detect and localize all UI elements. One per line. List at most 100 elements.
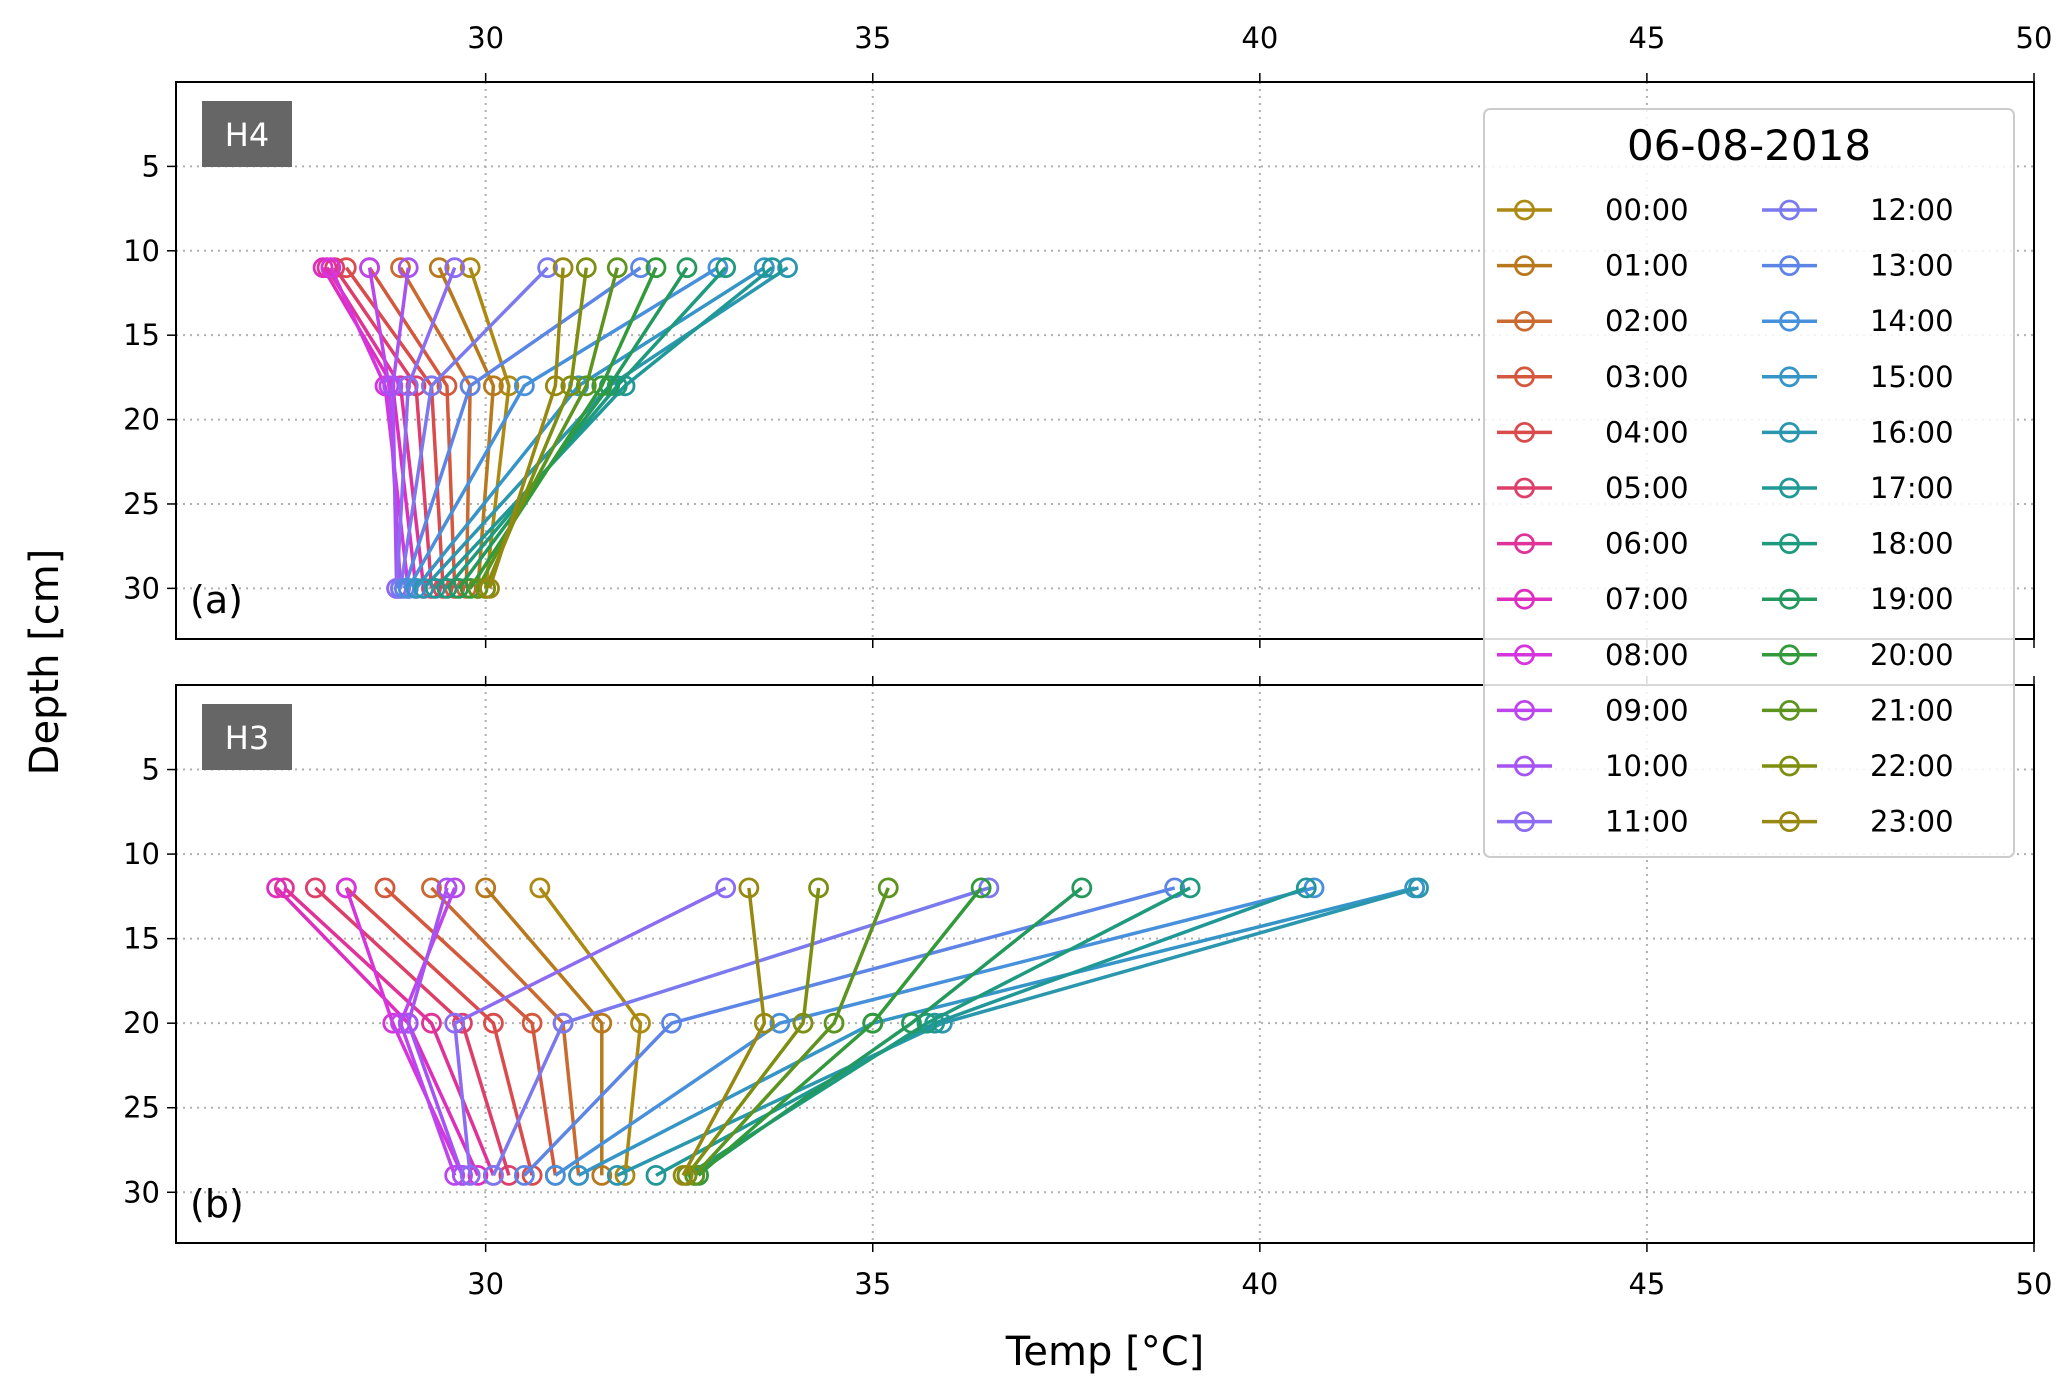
data-point: [606, 257, 628, 279]
legend-label: 06:00: [1605, 527, 1689, 561]
legend-marker-icon: [1514, 477, 1535, 499]
legend-marker-icon: [1514, 644, 1535, 666]
series-line: [693, 887, 890, 1177]
data-point: [808, 877, 829, 899]
data-point: [498, 375, 520, 397]
series-line: [368, 266, 457, 589]
y-tick-label: 15: [123, 922, 160, 956]
legend-entry: 11:00: [1497, 805, 1689, 839]
data-point: [459, 1164, 481, 1186]
legend-label: 05:00: [1605, 471, 1689, 505]
series-2100: [467, 257, 628, 599]
legend-entry: 13:00: [1762, 249, 1954, 283]
data-point: [424, 577, 446, 599]
data-point: [397, 1012, 419, 1034]
legend-label: 03:00: [1605, 360, 1689, 394]
legend-marker-icon: [1779, 199, 1800, 221]
data-point: [513, 375, 535, 397]
series-line: [491, 886, 990, 1177]
legend-entry: 19:00: [1762, 582, 1954, 616]
series-line: [697, 886, 983, 1177]
y-tick-label: 10: [123, 234, 160, 268]
data-point: [1408, 877, 1429, 899]
data-point: [266, 877, 288, 899]
legend-marker-icon: [1514, 421, 1535, 443]
data-point: [715, 877, 737, 899]
legend-label: 20:00: [1870, 638, 1954, 672]
legend-entry: 03:00: [1497, 360, 1689, 394]
series-1400: [544, 877, 1325, 1186]
x-tick-label-top: 35: [854, 21, 891, 55]
y-axis-label: Depth [cm]: [22, 549, 68, 776]
data-point: [452, 1164, 473, 1186]
series-1600: [606, 877, 1429, 1186]
y-tick-label: 5: [142, 149, 160, 183]
panel-tag: (a): [190, 578, 243, 622]
legend-entry: 06:00: [1497, 527, 1689, 561]
y-tick-label: 10: [123, 837, 160, 871]
data-point: [645, 257, 667, 279]
series-line: [398, 266, 549, 589]
data-point: [645, 1164, 667, 1186]
series-line: [681, 887, 767, 1177]
panel-id-box: [202, 704, 292, 770]
data-point: [479, 577, 500, 599]
legend-title: 06-08-2018: [1627, 121, 1871, 170]
data-point: [575, 257, 597, 279]
data-point: [568, 1164, 589, 1186]
data-point: [459, 375, 481, 397]
series-line: [693, 886, 1083, 1177]
legend-label: 16:00: [1870, 415, 1954, 449]
legend-label: 09:00: [1605, 693, 1689, 727]
y-tick-label: 30: [123, 1175, 160, 1209]
x-tick-label: 30: [467, 1267, 504, 1301]
data-point: [753, 257, 775, 279]
legend: 06-08-2018 00:00 01:00 02:00 03:00 04:00 05:00…: [1483, 108, 2015, 858]
legend-marker-icon: [1514, 700, 1535, 721]
legend-label: 13:00: [1870, 249, 1954, 283]
legend-marker-icon: [1779, 644, 1800, 666]
series-line: [394, 267, 457, 589]
data-point: [513, 1164, 535, 1186]
y-tick-label: 25: [123, 487, 160, 521]
legend-label: 19:00: [1870, 582, 1954, 616]
data-point: [436, 577, 458, 599]
panel-h3: 5 10 15 20 25 30 H3 (b): [123, 676, 2035, 1252]
series-2300: [672, 877, 775, 1186]
legend-entry: 20:00: [1762, 638, 1954, 672]
series-0100: [475, 877, 613, 1186]
y-tick-label: 20: [123, 403, 160, 437]
legend-label: 17:00: [1870, 471, 1954, 505]
series-line: [345, 886, 534, 1176]
data-point: [521, 1012, 543, 1034]
data-point: [970, 877, 992, 899]
legend-label: 04:00: [1605, 415, 1689, 449]
series-line: [283, 886, 496, 1177]
y-tick-label: 20: [123, 1006, 160, 1040]
y-tick-label: 5: [142, 753, 160, 787]
data-point: [382, 375, 404, 397]
data-point: [777, 257, 798, 279]
legend-marker-icon: [1779, 310, 1800, 332]
legend-label: 15:00: [1870, 360, 1954, 394]
x-tick-label: 50: [2016, 1267, 2053, 1301]
data-point: [552, 257, 574, 279]
legend-marker-icon: [1514, 588, 1535, 610]
y-tick-label: 15: [123, 318, 160, 352]
y-tick-label: 30: [123, 571, 160, 605]
legend-entry: 21:00: [1762, 693, 1954, 727]
legend-marker-icon: [1779, 533, 1800, 554]
x-tick-label: 40: [1241, 1267, 1278, 1301]
data-point: [390, 257, 411, 279]
data-point: [483, 1012, 504, 1034]
legend-entry: 17:00: [1762, 471, 1954, 505]
series-line: [437, 266, 496, 589]
data-point: [591, 1012, 613, 1034]
legend-entry: 10:00: [1497, 749, 1689, 783]
legend-label: 01:00: [1605, 249, 1689, 283]
data-point: [459, 257, 481, 279]
legend-label: 02:00: [1605, 304, 1689, 338]
panel-tag: (b): [190, 1182, 244, 1226]
panel-id-label: H4: [225, 116, 269, 154]
